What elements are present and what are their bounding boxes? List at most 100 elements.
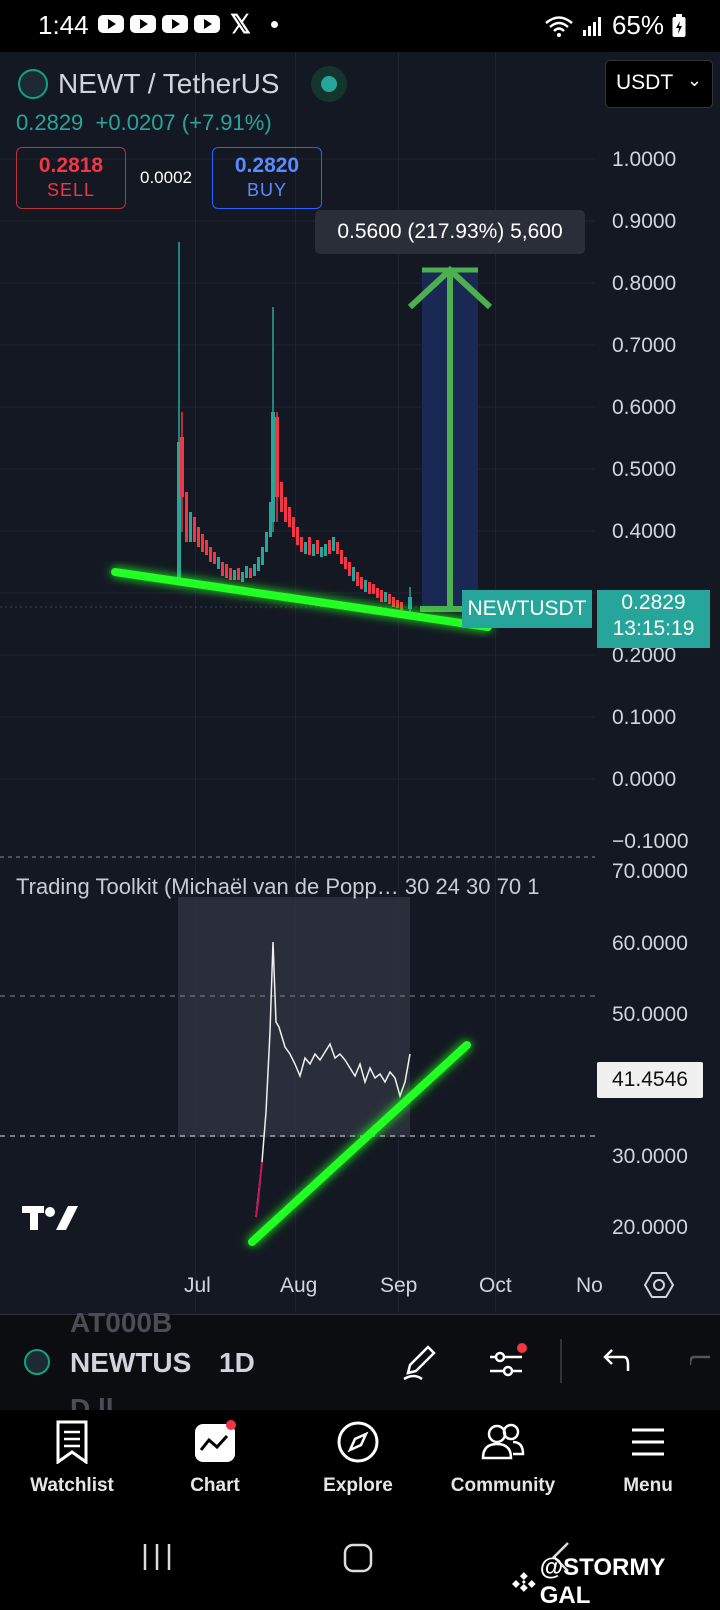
redo-icon[interactable] xyxy=(690,1345,720,1379)
status-time: 1:44 xyxy=(38,10,89,40)
tradingview-logo xyxy=(22,1206,78,1230)
price-axis-label: 1.0000 xyxy=(612,148,677,171)
chart-toolbar: AT000B D.ll NEWTUS 1D xyxy=(0,1307,720,1424)
home-icon[interactable] xyxy=(342,1542,374,1574)
interval-selector[interactable]: 1D xyxy=(219,1347,255,1378)
indicator-highlight-zone xyxy=(178,897,410,1137)
undo-icon[interactable] xyxy=(598,1345,632,1379)
signal-icon xyxy=(582,16,601,36)
chart-icon xyxy=(195,1420,236,1462)
menu-icon xyxy=(632,1428,664,1456)
status-bar: 1:44 𝕏 65% xyxy=(0,0,720,52)
community-icon xyxy=(481,1423,525,1460)
nav-menu[interactable]: Menu xyxy=(588,1420,708,1497)
indicator-axis-label: 30.0000 xyxy=(612,1145,688,1168)
nav-chart-label: Chart xyxy=(190,1475,240,1496)
back-icon[interactable] xyxy=(548,1540,572,1574)
watermark: @STORMY GAL xyxy=(512,1554,720,1610)
wifi-icon xyxy=(545,15,573,37)
notification-icons: 𝕏 xyxy=(98,9,278,39)
indicator-axis-label: 50.0000 xyxy=(612,1003,688,1026)
indicator-value-tag: 41.4546 xyxy=(597,1062,703,1098)
price-summary: 0.2829 +0.0207 (+7.91%) xyxy=(16,110,272,136)
pencil-icon[interactable] xyxy=(400,1343,440,1383)
indicator-axis-label: 70.0000 xyxy=(612,860,688,883)
recent-apps-icon[interactable] xyxy=(140,1542,174,1572)
ghost-text: AT000B xyxy=(70,1307,173,1338)
spread-value: 0.0002 xyxy=(140,168,192,187)
price-axis-label: 0.4000 xyxy=(612,520,677,543)
youtube-icon xyxy=(194,15,220,33)
indicator-legend[interactable]: Trading Toolkit (Michaël van de Popp… 30… xyxy=(16,874,540,899)
symbol-logo-icon xyxy=(24,1349,50,1375)
indicator-axis-label: 20.0000 xyxy=(612,1216,688,1239)
current-price-tag: 0.2829 13:15:19 xyxy=(597,590,710,648)
system-status: 65% xyxy=(544,10,686,41)
buy-button[interactable]: 0.2820 BUY xyxy=(212,147,322,209)
price-axis-label: 0.0000 xyxy=(612,768,677,791)
candles xyxy=(177,242,412,612)
price-axis-label: 0.5000 xyxy=(612,458,677,481)
newt-logo-icon xyxy=(18,69,48,99)
battery-percent: 65% xyxy=(611,10,664,40)
youtube-icon xyxy=(130,15,156,33)
time-axis-label: Aug xyxy=(280,1274,318,1297)
price-axis-label: 0.6000 xyxy=(612,396,677,419)
nav-community[interactable]: Community xyxy=(443,1420,563,1497)
current-price-tag-value: 0.2829 xyxy=(621,591,686,614)
buy-price: 0.2820 xyxy=(234,154,300,177)
price-chart[interactable] xyxy=(0,52,720,1314)
nav-chart[interactable]: Chart xyxy=(155,1420,275,1497)
chart-settings-icon[interactable] xyxy=(644,1270,674,1300)
last-price: 0.2829 xyxy=(16,110,84,135)
currency-select-value: USDT xyxy=(616,71,674,94)
grid-line xyxy=(195,52,196,1312)
binance-logo-icon xyxy=(512,1572,536,1592)
watchlist-icon xyxy=(56,1420,88,1465)
nav-explore-label: Explore xyxy=(323,1475,393,1496)
indicator-line xyxy=(255,941,411,1218)
price-change: +0.0207 (+7.91%) xyxy=(95,110,272,135)
battery-icon xyxy=(672,13,686,37)
price-axis-label: 0.2000 xyxy=(612,644,677,667)
sell-price: 0.2818 xyxy=(38,154,104,177)
watermark-text: @STORMY GAL xyxy=(539,1554,665,1609)
time-axis-label: Jul xyxy=(184,1274,211,1297)
system-nav-bar xyxy=(0,1520,720,1600)
nav-community-label: Community xyxy=(450,1475,556,1496)
buy-label: BUY xyxy=(246,180,287,200)
bottom-nav: Watchlist Chart Explore Community Me xyxy=(0,1410,720,1520)
indicator-axis-label: 60.0000 xyxy=(612,932,688,955)
symbol-price-tag: NEWTUSDT xyxy=(462,590,592,628)
pair-title[interactable]: NEWT / TetherUS xyxy=(58,68,280,99)
price-axis-label: −0.1000 xyxy=(612,830,689,853)
nav-watchlist-label: Watchlist xyxy=(30,1475,114,1496)
nav-watchlist[interactable]: Watchlist xyxy=(12,1420,132,1497)
bar-countdown: 13:15:19 xyxy=(612,617,695,640)
price-axis-label: 0.7000 xyxy=(612,334,677,357)
indicator-trendline xyxy=(248,1041,471,1246)
currency-select[interactable]: USDT ⌄ xyxy=(605,60,713,108)
toolbar-symbol[interactable]: NEWTUS xyxy=(70,1347,192,1378)
nav-explore[interactable]: Explore xyxy=(298,1420,418,1497)
more-notifications-dot xyxy=(270,20,278,28)
toolbar-divider xyxy=(560,1339,562,1383)
x-app-icon: 𝕏 xyxy=(230,9,251,39)
compass-icon xyxy=(337,1421,379,1463)
grid-line xyxy=(398,52,399,1312)
price-axis-label: 0.8000 xyxy=(612,272,677,295)
support-trendline xyxy=(111,568,492,631)
symbol-header[interactable]: NEWT / TetherUS xyxy=(18,66,348,102)
price-axis-label: 0.9000 xyxy=(612,210,677,233)
time-axis-label: Oct xyxy=(479,1274,512,1297)
measure-tooltip: 0.5600 (217.93%) 5,600 xyxy=(315,210,585,254)
indicators-icon[interactable] xyxy=(486,1343,530,1383)
time-axis-label: Sep xyxy=(380,1274,418,1297)
chevron-down-icon: ⌄ xyxy=(686,70,702,90)
grid-line xyxy=(295,52,296,1312)
nav-menu-label: Menu xyxy=(623,1475,673,1496)
market-open-indicator xyxy=(311,66,348,102)
sell-label: SELL xyxy=(46,180,96,200)
sell-button[interactable]: 0.2818 SELL xyxy=(16,147,126,209)
youtube-icon xyxy=(98,15,124,33)
